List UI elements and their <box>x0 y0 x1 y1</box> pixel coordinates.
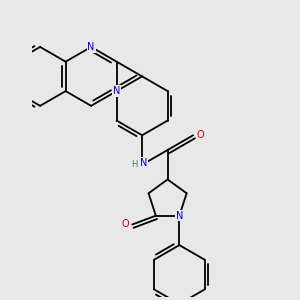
Text: H: H <box>131 160 137 169</box>
Text: N: N <box>140 158 147 168</box>
Text: O: O <box>197 130 204 140</box>
Text: N: N <box>176 211 183 221</box>
Text: N: N <box>87 42 95 52</box>
Text: O: O <box>121 220 129 230</box>
Text: N: N <box>113 86 120 96</box>
